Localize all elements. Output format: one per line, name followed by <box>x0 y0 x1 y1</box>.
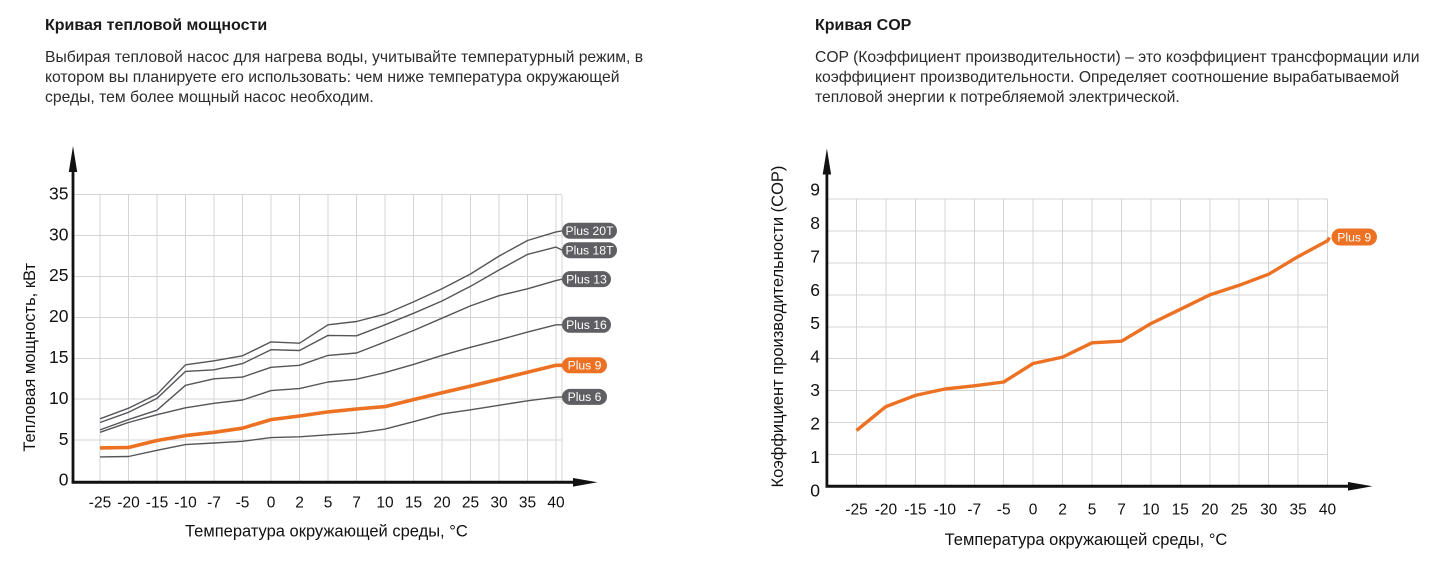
svg-text:-10: -10 <box>934 501 957 518</box>
svg-text:Температура окружающей среды,: Температура окружающей среды, °C <box>185 523 468 541</box>
svg-text:-10: -10 <box>174 495 197 512</box>
svg-text:Plus 18T: Plus 18T <box>565 243 614 257</box>
svg-text:Plus 20T: Plus 20T <box>565 224 614 238</box>
svg-text:10: 10 <box>376 495 394 512</box>
svg-text:25: 25 <box>49 265 68 285</box>
svg-text:40: 40 <box>547 495 565 512</box>
svg-text:10: 10 <box>1142 501 1160 518</box>
svg-text:2: 2 <box>1058 501 1067 518</box>
svg-text:30: 30 <box>1260 501 1278 518</box>
svg-text:4: 4 <box>810 347 820 367</box>
svg-text:Plus 6: Plus 6 <box>568 390 602 404</box>
svg-text:5: 5 <box>59 429 69 449</box>
svg-text:30: 30 <box>49 224 69 244</box>
svg-text:7: 7 <box>1117 501 1126 518</box>
svg-text:20: 20 <box>433 495 451 512</box>
svg-text:-15: -15 <box>146 495 168 512</box>
svg-text:Plus 16: Plus 16 <box>566 318 607 332</box>
svg-text:-7: -7 <box>967 501 981 518</box>
svg-text:2: 2 <box>810 414 820 434</box>
svg-text:-20: -20 <box>117 495 140 512</box>
svg-text:5: 5 <box>810 313 820 333</box>
svg-text:35: 35 <box>49 183 68 203</box>
svg-text:35: 35 <box>1289 501 1306 518</box>
svg-text:-15: -15 <box>904 501 926 518</box>
svg-text:20: 20 <box>49 306 69 326</box>
svg-text:6: 6 <box>810 280 820 300</box>
svg-text:30: 30 <box>490 495 508 512</box>
svg-text:0: 0 <box>267 495 276 512</box>
svg-text:9: 9 <box>810 179 820 199</box>
svg-text:-25: -25 <box>89 495 111 512</box>
svg-text:-7: -7 <box>207 495 221 512</box>
svg-text:0: 0 <box>59 470 69 490</box>
svg-text:40: 40 <box>1319 501 1337 518</box>
svg-text:0: 0 <box>1029 501 1038 518</box>
svg-text:3: 3 <box>810 380 820 400</box>
svg-text:Тепловая мощность, кВт: Тепловая мощность, кВт <box>21 262 39 451</box>
svg-text:Plus 9: Plus 9 <box>568 359 602 373</box>
svg-text:7: 7 <box>352 495 361 512</box>
svg-text:2: 2 <box>295 495 304 512</box>
svg-text:10: 10 <box>49 388 69 408</box>
svg-text:15: 15 <box>405 495 422 512</box>
svg-text:15: 15 <box>1172 501 1189 518</box>
svg-text:5: 5 <box>1088 501 1097 518</box>
svg-text:7: 7 <box>810 246 820 266</box>
svg-text:8: 8 <box>810 213 820 233</box>
svg-text:Коэффициент производительности: Коэффициент производительности (COP) <box>769 166 787 488</box>
svg-text:Plus 9: Plus 9 <box>1337 231 1371 245</box>
svg-text:-25: -25 <box>845 501 867 518</box>
svg-text:Температура окружающей среды,: Температура окружающей среды, °C <box>945 531 1228 549</box>
svg-text:-5: -5 <box>997 501 1011 518</box>
svg-text:35: 35 <box>519 495 536 512</box>
svg-text:Plus 13: Plus 13 <box>566 272 607 286</box>
svg-text:25: 25 <box>462 495 479 512</box>
svg-text:-20: -20 <box>875 501 898 518</box>
svg-text:15: 15 <box>49 347 68 367</box>
svg-text:5: 5 <box>324 495 333 512</box>
svg-text:1: 1 <box>810 447 820 467</box>
svg-text:0: 0 <box>810 481 820 501</box>
svg-text:-5: -5 <box>236 495 250 512</box>
svg-text:20: 20 <box>1201 501 1219 518</box>
svg-text:25: 25 <box>1231 501 1248 518</box>
